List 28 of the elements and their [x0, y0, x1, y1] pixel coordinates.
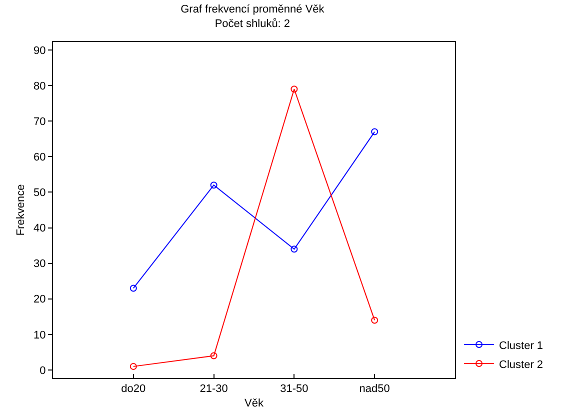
x-tick-label: 21-30	[200, 383, 228, 396]
x-tick-label: 31-50	[280, 383, 308, 396]
y-tick-label: 20	[34, 294, 46, 306]
point	[290, 86, 298, 93]
y-tick-label: 70	[34, 116, 46, 128]
point	[130, 284, 137, 292]
y-tick-label: 60	[34, 152, 46, 164]
y-axis-title: Frekvence	[15, 184, 28, 236]
legend-label: Cluster 2	[499, 358, 544, 371]
y-tick-label: 0	[40, 364, 46, 377]
point	[210, 352, 218, 360]
point	[210, 182, 218, 189]
x-axis-title: Věk	[244, 397, 264, 410]
point	[371, 128, 378, 136]
point	[130, 362, 137, 370]
x-tick-label: nad50	[359, 383, 390, 396]
chart-subtitle: Počet shluků: 2	[214, 18, 290, 30]
y-tick-label: 50	[34, 187, 46, 200]
y-tick-label: 10	[34, 329, 46, 342]
legend-label: Cluster 1	[499, 340, 544, 352]
y-tick-label: 80	[34, 80, 46, 92]
y-tick-label: 90	[34, 44, 46, 57]
point	[290, 246, 298, 253]
y-tick-label: 30	[34, 258, 46, 270]
point	[371, 316, 378, 324]
y-tick-label: 40	[34, 222, 46, 235]
x-tick-label: do20	[121, 383, 146, 396]
chart-title: Graf frekvencí proměnné Věk	[180, 4, 325, 16]
